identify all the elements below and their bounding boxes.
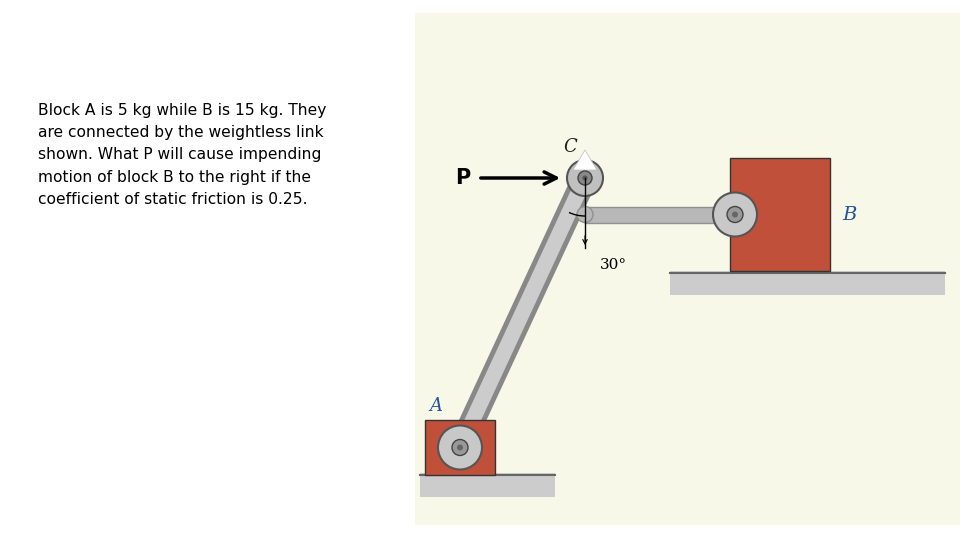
Bar xyxy=(415,13,960,525)
Circle shape xyxy=(732,212,738,217)
Text: P: P xyxy=(454,168,470,188)
Circle shape xyxy=(577,206,593,222)
Text: Block A is 5 kg while B is 15 kg. They
are connected by the weightless link
show: Block A is 5 kg while B is 15 kg. They a… xyxy=(38,103,326,207)
Bar xyxy=(420,473,555,497)
Text: B: B xyxy=(842,206,856,223)
Circle shape xyxy=(578,171,592,185)
Text: A: A xyxy=(429,397,442,415)
Circle shape xyxy=(713,192,757,237)
Bar xyxy=(425,420,495,475)
Circle shape xyxy=(727,206,743,222)
Circle shape xyxy=(583,175,588,181)
Bar xyxy=(730,158,830,271)
Text: 30°: 30° xyxy=(600,258,628,272)
Circle shape xyxy=(567,160,603,196)
Polygon shape xyxy=(573,150,597,170)
Text: C: C xyxy=(563,138,577,156)
Circle shape xyxy=(452,440,468,456)
Circle shape xyxy=(727,206,743,222)
Circle shape xyxy=(438,425,482,470)
Bar xyxy=(670,271,945,295)
Bar xyxy=(585,206,735,222)
Circle shape xyxy=(457,445,463,450)
